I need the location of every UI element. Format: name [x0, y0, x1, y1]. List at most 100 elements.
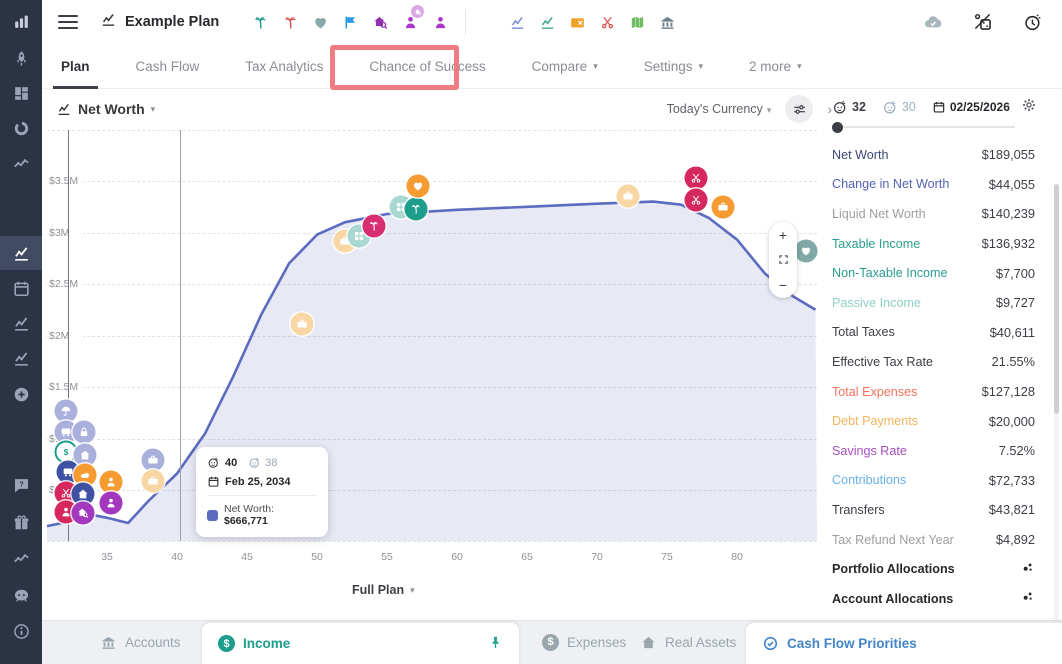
map-icon[interactable] — [622, 7, 652, 37]
palm-tree-red-icon[interactable] — [275, 7, 305, 37]
chart-tertiary-icon[interactable] — [0, 341, 42, 375]
stat-row-effective-tax-rate[interactable]: Effective Tax Rate 21.55% — [832, 347, 1035, 377]
person-milestone[interactable] — [99, 491, 123, 515]
bottom-nav-accounts[interactable]: Accounts — [100, 620, 181, 664]
lock-milestone[interactable] — [72, 420, 96, 444]
bottom-nav-expenses[interactable]: $ Expenses — [542, 620, 626, 664]
stat-row-account-allocations[interactable]: Account Allocations — [832, 584, 1035, 614]
time-travel-icon[interactable] — [1018, 7, 1048, 37]
add-plan-icon[interactable] — [0, 377, 42, 411]
health-milestone[interactable] — [406, 174, 430, 198]
tab-cash-flow[interactable]: Cash Flow — [135, 58, 200, 74]
discord-icon[interactable] — [0, 578, 42, 612]
collapse-panel-button[interactable]: › — [827, 101, 832, 117]
bottom-nav-income[interactable]: $ Income — [201, 622, 520, 664]
app-logo-icon[interactable] — [0, 4, 42, 38]
tab-chance-of-success[interactable]: Chance of Success — [369, 58, 486, 74]
plan-range-select[interactable]: Full Plan ▾ — [352, 583, 415, 597]
age-secondary[interactable]: 30 — [882, 99, 916, 115]
home-milestone[interactable] — [73, 443, 97, 467]
stat-row-tax-refund-next-year[interactable]: Tax Refund Next Year $4,892 — [832, 525, 1035, 555]
home-milestone[interactable] — [71, 482, 95, 506]
stat-row-taxable-income[interactable]: Taxable Income $136,932 — [832, 229, 1035, 259]
chart-secondary-icon[interactable] — [0, 306, 42, 340]
cut-expense-milestone[interactable] — [684, 166, 708, 190]
chart-compare-icon[interactable] — [502, 7, 532, 37]
bottom-nav-real-assets[interactable]: Real Assets — [640, 620, 736, 664]
person-badge-icon[interactable] — [395, 5, 425, 37]
milestones-icon[interactable] — [0, 146, 42, 180]
job-milestone[interactable] — [141, 448, 165, 472]
current-date[interactable]: 02/25/2026 — [932, 100, 1010, 114]
stat-row-portfolio-allocations[interactable]: Portfolio Allocations — [832, 554, 1035, 584]
progress-icon[interactable] — [0, 111, 42, 145]
stat-row-transfers[interactable]: Transfers $43,821 — [832, 495, 1035, 525]
allocation-dots-icon[interactable] — [1021, 560, 1035, 579]
card-cancel-icon[interactable] — [562, 7, 592, 37]
panel-settings-button[interactable] — [1021, 97, 1037, 118]
chart-growth-icon[interactable] — [532, 7, 562, 37]
scissors-person-icon[interactable] — [592, 7, 622, 37]
zoom-in-button[interactable]: + — [778, 227, 788, 243]
zoom-out-button[interactable]: − — [778, 277, 788, 293]
tab-plan[interactable]: Plan — [53, 44, 97, 89]
cloud-milestone[interactable] — [73, 463, 97, 487]
stat-row-net-worth[interactable]: Net Worth $189,055 — [832, 140, 1035, 170]
plan-chart-icon[interactable] — [0, 236, 42, 270]
job-milestone[interactable] — [711, 195, 735, 219]
person-milestone[interactable] — [99, 470, 123, 494]
tab-settings[interactable]: Settings ▾ — [643, 58, 704, 74]
stat-row-debt-payments[interactable]: Debt Payments $20,000 — [832, 406, 1035, 436]
stat-row-contributions[interactable]: Contributions $72,733 — [832, 466, 1035, 496]
chart-type-select[interactable]: Net Worth ▾ — [56, 101, 155, 117]
cash-flow-icon[interactable] — [0, 541, 42, 575]
stat-row-liquid-net-worth[interactable]: Liquid Net Worth $140,239 — [832, 199, 1035, 229]
slider-knob[interactable] — [832, 122, 843, 133]
retirement-milestone[interactable] — [54, 399, 78, 423]
job-milestone[interactable] — [290, 312, 314, 336]
house-search-icon[interactable] — [365, 7, 395, 37]
heart-health-icon[interactable] — [305, 7, 335, 37]
stat-row-passive-income[interactable]: Passive Income $9,727 — [832, 288, 1035, 318]
info-icon[interactable] — [0, 614, 42, 648]
getting-started-icon[interactable] — [0, 41, 42, 75]
cut-expense-milestone[interactable] — [684, 188, 708, 212]
tab-2-more[interactable]: 2 more ▾ — [749, 58, 802, 74]
tab-compare[interactable]: Compare ▾ — [531, 58, 598, 74]
bottom-nav-cash-flow-priorities[interactable]: Cash Flow Priorities — [745, 622, 1062, 664]
dashboard-icon[interactable] — [0, 76, 42, 110]
gift-icon[interactable] — [0, 505, 42, 539]
palm-tree-icon[interactable] — [245, 7, 275, 37]
retire-milestone[interactable] — [404, 197, 428, 221]
stat-row-total-taxes[interactable]: Total Taxes $40,611 — [832, 318, 1035, 348]
pin-icon[interactable] — [488, 635, 503, 653]
plan-timeline-icon[interactable] — [0, 271, 42, 305]
retire-milestone[interactable] — [362, 214, 386, 238]
zoom-reset-button[interactable] — [778, 253, 789, 267]
bank-transfer-icon[interactable] — [652, 7, 682, 37]
scrollbar-thumb[interactable] — [1054, 184, 1059, 414]
currency-select[interactable]: Today's Currency ▾ — [666, 102, 772, 116]
stat-row-total-expenses[interactable]: Total Expenses $127,128 — [832, 377, 1035, 407]
job-milestone[interactable] — [141, 469, 165, 493]
vehicle-milestone[interactable] — [54, 420, 78, 444]
health-milestone[interactable] — [794, 239, 818, 263]
stat-row-savings-rate[interactable]: Savings Rate 7.52% — [832, 436, 1035, 466]
net-worth-chart[interactable]: $3.5M$3M$2.5M$2M$1.5M$1M$0.5M — [47, 130, 818, 545]
panel-scrollbar[interactable] — [1054, 184, 1059, 664]
chart-filters-button[interactable] — [785, 95, 814, 123]
tab-tax-analytics[interactable]: Tax Analytics — [245, 58, 324, 74]
age-primary[interactable]: 32 — [832, 99, 866, 115]
job-milestone[interactable] — [616, 184, 640, 208]
flag-icon[interactable] — [335, 7, 365, 37]
house-search-milestone[interactable] — [71, 501, 95, 525]
timeline-slider[interactable] — [832, 122, 1015, 133]
allocation-dots-icon[interactable] — [1021, 589, 1035, 608]
stat-row-non-taxable-income[interactable]: Non-Taxable Income $7,700 — [832, 258, 1035, 288]
stat-row-change-in-net-worth[interactable]: Change in Net Worth $44,055 — [832, 170, 1035, 200]
dice-percent-icon[interactable] — [968, 7, 998, 37]
person-icon[interactable] — [425, 7, 455, 37]
help-chat-icon[interactable] — [0, 468, 42, 502]
cloud-sync-icon[interactable] — [918, 7, 948, 37]
vehicle-milestone[interactable] — [56, 460, 80, 484]
